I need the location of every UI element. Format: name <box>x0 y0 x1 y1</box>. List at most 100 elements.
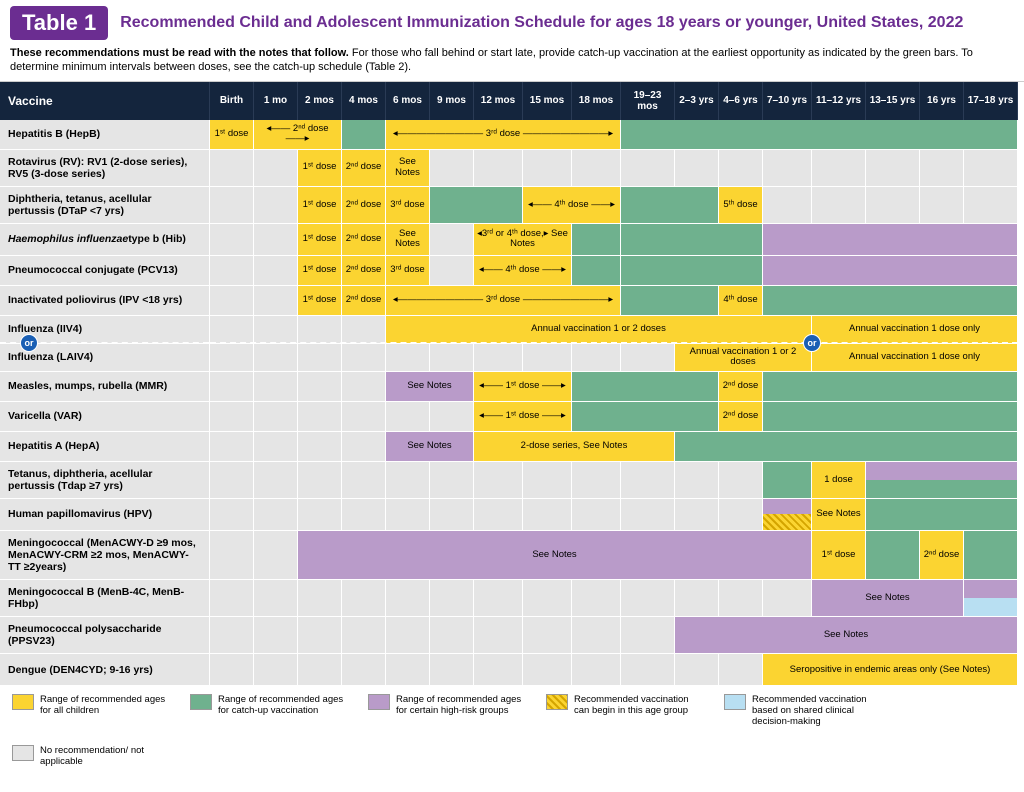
schedule-cell-empty <box>430 402 474 431</box>
vaccine-row-cells: 1ˢᵗ dose2ⁿᵈ dose◂————————— 3ʳᵈ dose ————… <box>210 286 1018 316</box>
schedule-cell-empty <box>298 316 342 343</box>
schedule-cell: 2-dose series, See Notes <box>474 432 675 461</box>
schedule-cell: Annual vaccination 1 dose only <box>812 344 1018 371</box>
schedule-cell-empty <box>523 150 572 186</box>
schedule-cell-empty <box>572 617 621 653</box>
schedule-cell-empty <box>210 372 254 401</box>
schedule-cell-empty <box>523 580 572 616</box>
schedule-cell-empty <box>474 654 523 685</box>
schedule-cell-empty <box>763 187 812 223</box>
col-header-age: 16 yrs <box>920 82 964 120</box>
schedule-cell-empty <box>523 344 572 371</box>
schedule-cell-empty <box>298 617 342 653</box>
schedule-cell-empty <box>572 150 621 186</box>
schedule-cell-empty <box>621 344 675 371</box>
schedule-cell: 3ʳᵈ dose <box>386 256 430 285</box>
vaccine-label: Tetanus, diphtheria, acellular pertussis… <box>0 462 210 499</box>
schedule-cell-empty <box>210 499 254 530</box>
schedule-cell-empty <box>621 654 675 685</box>
schedule-cell-empty <box>298 372 342 401</box>
schedule-cell: ◂————————— 3ʳᵈ dose —————————▸ <box>386 120 621 149</box>
schedule-cell <box>964 580 1018 616</box>
schedule-cell: 1ˢᵗ dose <box>298 150 342 186</box>
vaccine-row-cells: See Notes <box>210 580 1018 617</box>
schedule-cell-empty <box>210 187 254 223</box>
schedule-cell-empty <box>523 462 572 498</box>
vaccine-row-cells: 1 dose <box>210 462 1018 499</box>
schedule-cell: 2ⁿᵈ dose <box>719 402 763 431</box>
vaccine-row-cells: Seropositive in endemic areas only (See … <box>210 654 1018 686</box>
schedule-cell <box>866 462 1018 498</box>
schedule-cell-empty <box>342 499 386 530</box>
schedule-cell-empty <box>298 462 342 498</box>
schedule-cell: 1ˢᵗ dose <box>298 187 342 223</box>
schedule-cell-empty <box>254 617 298 653</box>
legend-swatch <box>190 694 212 710</box>
schedule-cell: See Notes <box>386 432 474 461</box>
schedule-cell: 1ˢᵗ dose <box>298 286 342 315</box>
schedule-cell: See Notes <box>386 372 474 401</box>
schedule-cell-empty <box>298 580 342 616</box>
schedule-cell-empty <box>210 580 254 616</box>
schedule-cell: See Notes <box>675 617 1018 653</box>
schedule-cell-empty <box>621 617 675 653</box>
schedule-cell-empty <box>210 224 254 255</box>
schedule-cell-empty <box>572 344 621 371</box>
schedule-cell-empty <box>621 580 675 616</box>
schedule-cell-empty <box>254 286 298 315</box>
legend-item: Range of recommended ages for catch-up v… <box>190 694 350 716</box>
vaccine-row-cells: 1ˢᵗ dose2ⁿᵈ doseSee Notes <box>210 150 1018 187</box>
vaccine-row-cells: Annual vaccination 1 or 2 dosesAnnual va… <box>210 316 1018 344</box>
schedule-cell-empty <box>298 344 342 371</box>
schedule-cell-empty <box>430 654 474 685</box>
schedule-cell: 1ˢᵗ dose <box>812 531 866 579</box>
schedule-cell-empty <box>523 617 572 653</box>
vaccine-row-cells: 1ˢᵗ dose2ⁿᵈ dose3ʳᵈ dose◂—— 4ᵗʰ dose ——▸… <box>210 187 1018 224</box>
col-header-age: 9 mos <box>430 82 474 120</box>
col-header-age: 13–15 yrs <box>866 82 920 120</box>
vaccine-row-cells: See Notes1ˢᵗ dose2ⁿᵈ dose <box>210 531 1018 580</box>
schedule-cell: See Notes <box>812 499 866 530</box>
schedule-cell-empty <box>210 462 254 498</box>
vaccine-label: Influenza (IIV4)or <box>0 316 210 344</box>
schedule-cell-empty <box>572 654 621 685</box>
schedule-cell-empty <box>474 462 523 498</box>
schedule-cell-empty <box>298 402 342 431</box>
schedule-cell-empty <box>254 372 298 401</box>
schedule-cell <box>763 372 1018 401</box>
vaccine-row-cells: 1ˢᵗ dose2ⁿᵈ doseSee Notes◂3ʳᵈ or 4ᵗʰ dos… <box>210 224 1018 256</box>
col-header-age: 6 mos <box>386 82 430 120</box>
vaccine-row-cells: See Notes2-dose series, See Notes <box>210 432 1018 462</box>
schedule-cell-empty <box>386 617 430 653</box>
legend-item: Recommended vaccination based on shared … <box>724 694 884 727</box>
schedule-cell-empty <box>342 372 386 401</box>
schedule-cell-empty <box>812 150 866 186</box>
schedule-cell: 1ˢᵗ dose <box>210 120 254 149</box>
schedule-cell-empty <box>298 499 342 530</box>
schedule-cell-empty <box>254 531 298 579</box>
schedule-cell-empty <box>675 499 719 530</box>
schedule-cell: ◂—— 1ˢᵗ dose ——▸ <box>474 372 572 401</box>
schedule-cell <box>621 187 719 223</box>
schedule-cell: 2ⁿᵈ dose <box>342 286 386 315</box>
legend-item: No recommendation/ not applicable <box>12 745 172 767</box>
schedule-cell <box>763 499 812 530</box>
schedule-cell: 2ⁿᵈ dose <box>342 150 386 186</box>
legend-item: Recommended vaccination can begin in thi… <box>546 694 706 716</box>
schedule-cell-empty <box>719 150 763 186</box>
schedule-cell: See Notes <box>298 531 812 579</box>
schedule-cell-empty <box>210 256 254 285</box>
col-header-age: 1 mo <box>254 82 298 120</box>
vaccine-label: Rotavirus (RV): RV1 (2-dose series), RV5… <box>0 150 210 187</box>
schedule-cell-empty <box>210 316 254 343</box>
schedule-cell <box>763 402 1018 431</box>
legend-text: Range of recommended ages for catch-up v… <box>218 694 350 716</box>
vaccine-label: Hepatitis A (HepA) <box>0 432 210 462</box>
schedule-cell-empty <box>342 654 386 685</box>
col-header-age: 15 mos <box>523 82 572 120</box>
schedule-cell-empty <box>430 580 474 616</box>
col-header-age: 18 mos <box>572 82 621 120</box>
vaccine-label: Human papillomavirus (HPV) <box>0 499 210 531</box>
schedule-cell: Annual vaccination 1 dose only <box>812 316 1018 343</box>
schedule-cell-empty <box>254 402 298 431</box>
